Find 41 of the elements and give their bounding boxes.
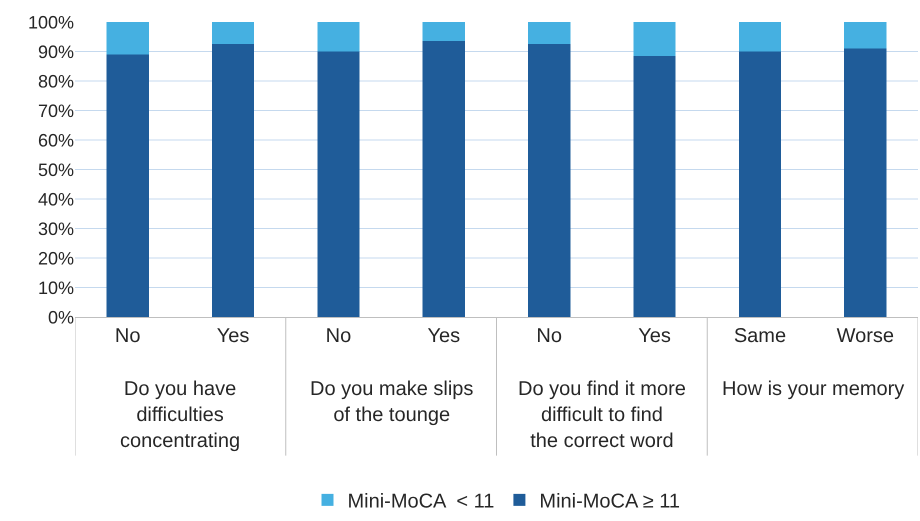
bar (317, 52, 360, 317)
y-tick-label: 60% (38, 130, 74, 150)
y-tick-label: 0% (48, 307, 74, 328)
y-tick-label: 40% (38, 189, 74, 210)
bar (633, 22, 676, 56)
bar (844, 48, 886, 317)
x-tick-label: Yes (638, 325, 671, 347)
text: How is your memory (722, 378, 904, 400)
x-tick-label: No (536, 325, 562, 347)
legend-label: Mini-MoCA < 11 (348, 490, 494, 513)
x-tick-label: Worse (836, 325, 894, 347)
bar (738, 52, 782, 317)
bar (212, 44, 254, 317)
y-tick-label: 90% (38, 42, 74, 62)
x-tick-label: No (326, 325, 352, 347)
x-tick-label: Yes (427, 325, 460, 347)
bar (212, 22, 254, 44)
bar (738, 22, 782, 52)
y-tick-label: 20% (38, 248, 74, 268)
bar (317, 22, 360, 52)
text: Do you have difficulties concentrating (120, 378, 240, 452)
y-tick-label: 100% (28, 12, 74, 32)
x-tick-label: Yes (216, 325, 250, 347)
x-tick-label: Same (734, 325, 786, 347)
y-tick-label: 50% (38, 160, 74, 180)
y-tick-label: 10% (38, 278, 74, 298)
y-tick-label: 30% (38, 218, 74, 239)
bar (528, 22, 570, 44)
bar (528, 44, 570, 317)
bar (633, 56, 676, 317)
y-tick-label: 70% (38, 100, 74, 121)
bar (106, 54, 149, 317)
bar (844, 22, 886, 49)
bar (422, 41, 465, 317)
bar (422, 22, 465, 42)
bar (106, 22, 149, 54)
x-tick-label: No (114, 325, 140, 347)
text: Do you make slips of the tounge (310, 378, 474, 426)
text: Do you find it more difficult to find the correct word (518, 378, 686, 452)
y-tick-label: 80% (38, 71, 74, 92)
legend-label: Mini-MoCA ≥ 11 (539, 490, 680, 513)
